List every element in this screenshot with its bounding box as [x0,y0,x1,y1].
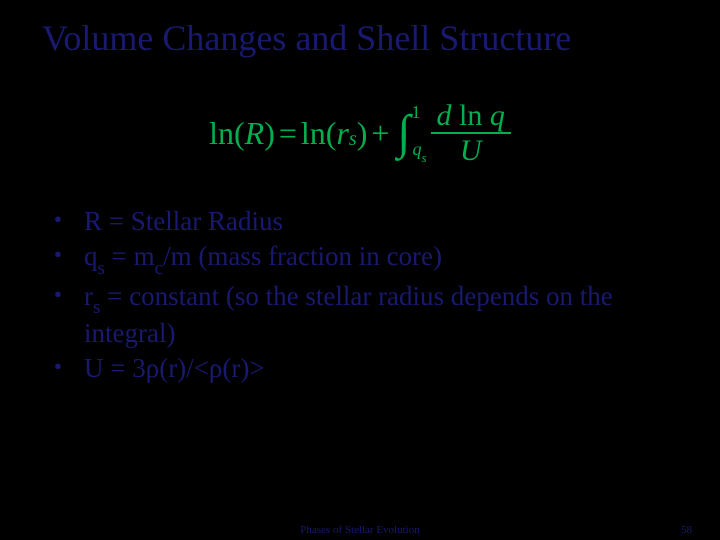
eq-numerator: d ln q [431,99,511,132]
eq-sub: s [349,129,357,149]
bullet-text: = constant (so the stellar radius depend… [84,281,613,349]
eq-equals: = [279,117,297,149]
eq-var: d [437,99,452,132]
eq-text: ln [452,99,490,132]
eq-denominator: U [454,134,488,167]
integral-icon: ∫ [397,115,410,151]
eq-plus: + [371,117,389,149]
bullet-text: = m [105,241,155,271]
eq-int-lower: qs [412,140,426,162]
list-item: U = 3ρ(r)/<ρ(r)> [84,352,678,385]
bullet-text: R = Stellar Radius [84,206,283,236]
eq-int-upper: 1 [412,103,421,121]
eq-var: r [336,117,348,149]
bullet-text: /m (mass fraction in core) [163,241,442,271]
bullet-list: R = Stellar Radius qs = mc/m (mass fract… [42,205,678,385]
eq-integral: 1 ∫ qs [397,115,410,151]
eq-var: R [245,117,265,149]
page-number: 58 [681,524,692,536]
bullet-text: r [84,281,93,311]
eq-text: ln( [301,117,337,149]
footer-title: Phases of Stellar Evolution [300,524,419,536]
list-item: rs = constant (so the stellar radius dep… [84,280,678,351]
equation-container: ln(R) = ln(rs) + 1 ∫ qs d ln q U [42,99,678,167]
eq-text: ) [357,117,368,149]
slide: Volume Changes and Shell Structure ln(R)… [0,0,720,540]
bullet-sub: s [93,297,100,318]
eq-fraction: d ln q U [431,99,511,167]
bullet-text: q [84,241,98,271]
eq-text: ln( [209,117,245,149]
eq-rhs1: ln(rs) [301,117,367,149]
slide-title: Volume Changes and Shell Structure [42,18,678,59]
bullet-sub: c [155,258,163,279]
list-item: qs = mc/m (mass fraction in core) [84,240,678,278]
equation: ln(R) = ln(rs) + 1 ∫ qs d ln q U [209,99,511,167]
list-item: R = Stellar Radius [84,205,678,238]
eq-var: q [490,99,505,132]
bullet-text: U = 3ρ(r)/<ρ(r)> [84,353,265,383]
eq-sub: s [421,150,426,165]
eq-text: ) [264,117,275,149]
eq-lhs: ln(R) [209,117,275,149]
bullet-sub: s [98,258,105,279]
